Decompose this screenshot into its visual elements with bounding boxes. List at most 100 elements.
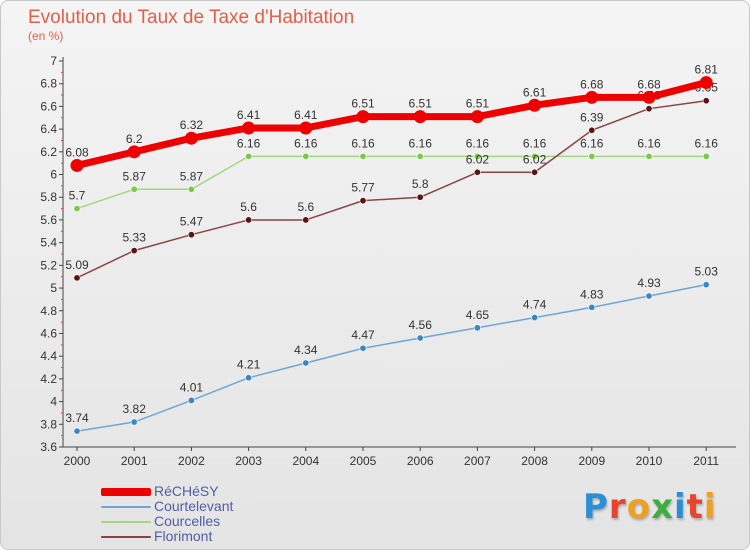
y-tick-label: 6 bbox=[50, 168, 57, 182]
data-label: 5.8 bbox=[412, 177, 429, 191]
data-label: 6.51 bbox=[351, 97, 375, 111]
logo-letter: t bbox=[686, 487, 704, 527]
data-point bbox=[130, 418, 138, 426]
data-label: 6.68 bbox=[637, 77, 661, 91]
y-tick-label: 4.8 bbox=[40, 304, 57, 318]
data-label: 5.6 bbox=[240, 200, 257, 214]
data-label: 6.81 bbox=[695, 63, 719, 77]
logo-letter: i bbox=[703, 487, 717, 527]
y-tick-label: 5.8 bbox=[40, 190, 57, 204]
data-point bbox=[184, 131, 198, 145]
data-point bbox=[416, 334, 424, 342]
data-point bbox=[588, 303, 596, 311]
logo-letter: x bbox=[651, 487, 674, 527]
y-tick-label: 6.2 bbox=[40, 145, 57, 159]
y-tick-label: 5.2 bbox=[40, 258, 57, 272]
legend-label: RéCHéSY bbox=[154, 483, 219, 499]
data-label: 4.21 bbox=[237, 358, 261, 372]
data-label: 6.08 bbox=[65, 145, 89, 159]
data-point bbox=[245, 374, 253, 382]
data-label: 5.33 bbox=[123, 231, 147, 245]
y-tick-label: 5.6 bbox=[40, 213, 57, 227]
data-point bbox=[473, 152, 481, 160]
data-point bbox=[187, 396, 195, 404]
y-tick-label: 4.2 bbox=[40, 372, 57, 386]
data-point bbox=[302, 216, 310, 224]
data-point bbox=[416, 152, 424, 160]
data-label: 5.87 bbox=[180, 169, 204, 183]
data-point bbox=[356, 110, 370, 124]
data-label: 6.16 bbox=[294, 136, 318, 150]
data-point bbox=[299, 121, 313, 135]
y-tick-label: 3.8 bbox=[40, 417, 57, 431]
y-tick-label: 6.4 bbox=[40, 122, 57, 136]
series-line bbox=[76, 99, 707, 279]
x-tick-label: 2003 bbox=[235, 454, 262, 468]
x-tick-label: 2001 bbox=[121, 454, 148, 468]
series-line bbox=[76, 155, 707, 210]
series-line bbox=[76, 283, 707, 432]
x-tick-label: 2000 bbox=[64, 454, 91, 468]
data-point bbox=[645, 152, 653, 160]
data-point bbox=[702, 97, 710, 105]
legend-swatch bbox=[101, 536, 151, 538]
data-point bbox=[127, 145, 141, 159]
chart-subtitle: (en %) bbox=[28, 29, 64, 43]
data-point bbox=[473, 324, 481, 332]
y-tick-label: 4.6 bbox=[40, 326, 57, 340]
data-label: 6.39 bbox=[580, 110, 604, 124]
y-tick-label: 3.6 bbox=[40, 440, 57, 454]
data-point bbox=[413, 110, 427, 124]
data-label: 6.16 bbox=[351, 136, 375, 150]
data-label: 5.87 bbox=[123, 169, 147, 183]
data-point bbox=[528, 98, 542, 112]
data-label: 3.74 bbox=[65, 411, 89, 425]
data-label: 4.01 bbox=[180, 380, 204, 394]
data-point bbox=[245, 152, 253, 160]
data-label: 6.02 bbox=[523, 152, 547, 166]
data-point bbox=[70, 158, 84, 172]
data-point bbox=[470, 110, 484, 124]
data-point bbox=[588, 126, 596, 134]
y-tick-label: 5.4 bbox=[40, 236, 57, 250]
data-label: 6.51 bbox=[409, 97, 433, 111]
data-point bbox=[645, 292, 653, 300]
chart-title: Evolution du Taux de Taxe d'Habitation bbox=[28, 7, 355, 28]
x-tick-label: 2008 bbox=[521, 454, 548, 468]
data-label: 6.51 bbox=[466, 97, 490, 111]
data-label: 4.65 bbox=[466, 308, 490, 322]
data-label: 5.03 bbox=[695, 265, 719, 279]
data-point bbox=[130, 247, 138, 255]
data-point bbox=[702, 281, 710, 289]
legend-label: Courtelevant bbox=[154, 498, 234, 514]
data-point bbox=[73, 427, 81, 435]
data-point bbox=[242, 121, 256, 135]
legend-label: Courcelles bbox=[154, 513, 221, 529]
x-tick-label: 2011 bbox=[693, 454, 719, 468]
x-tick-label: 2004 bbox=[292, 454, 319, 468]
data-point bbox=[359, 344, 367, 352]
data-point bbox=[645, 105, 653, 113]
x-tick-label: 2009 bbox=[578, 454, 605, 468]
data-point bbox=[302, 359, 310, 367]
data-label: 6.02 bbox=[466, 152, 490, 166]
y-tick-label: 6.8 bbox=[40, 77, 57, 91]
data-label: 6.32 bbox=[180, 118, 204, 132]
legend-swatch bbox=[101, 521, 151, 523]
data-point bbox=[187, 185, 195, 193]
data-point bbox=[187, 231, 195, 239]
data-point bbox=[73, 205, 81, 213]
data-label: 6.68 bbox=[580, 77, 604, 91]
data-label: 4.34 bbox=[294, 343, 318, 357]
data-label: 5.6 bbox=[297, 200, 314, 214]
data-label: 5.77 bbox=[351, 181, 375, 195]
data-point bbox=[588, 152, 596, 160]
data-point bbox=[702, 152, 710, 160]
data-label: 5.09 bbox=[65, 258, 89, 272]
data-point bbox=[531, 314, 539, 322]
data-label: 6.16 bbox=[695, 136, 719, 150]
logo-letter: i bbox=[674, 487, 687, 527]
x-tick-label: 2010 bbox=[636, 454, 663, 468]
